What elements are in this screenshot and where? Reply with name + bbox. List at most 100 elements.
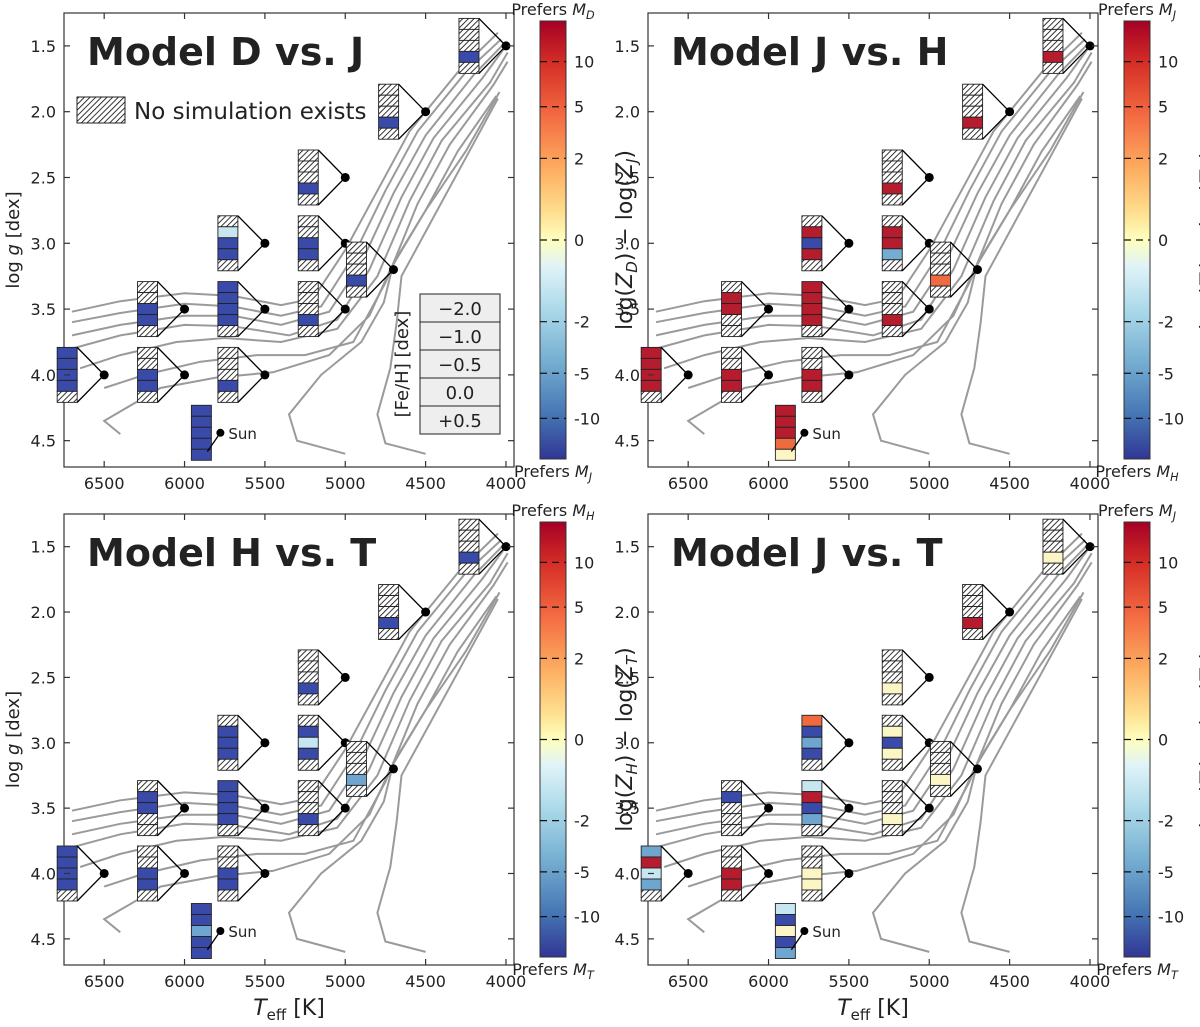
- metallicity-cell: [297, 292, 319, 305]
- grid-point-marker: [378, 83, 431, 140]
- metallicity-cell: [190, 936, 212, 948]
- metallicity-cell: [137, 281, 158, 294]
- metallicity-cell: [217, 226, 239, 239]
- sun-point: [216, 927, 225, 936]
- metallicity-cell: [721, 368, 742, 381]
- grid-point: [99, 370, 109, 380]
- plot-area: [63, 513, 515, 966]
- colorbar-tick-label: 2: [574, 649, 584, 668]
- metallicity-cell: [881, 237, 903, 250]
- colorbar-tick-label: 2: [574, 149, 584, 168]
- grid-point-marker: [137, 780, 190, 837]
- y-axis-label: log g [dex]: [3, 191, 24, 288]
- colorbar-tick-label: -10: [1158, 409, 1184, 428]
- colorbar: 10 5 2 0 -2 -5 -10 Prefers MJ Prefers MT log(ZJ) …: [1096, 501, 1200, 982]
- metallicity-cell: [962, 127, 984, 140]
- colorbar-tick-label: 2: [1158, 149, 1168, 168]
- colorbar-top-label: Prefers MH: [511, 501, 595, 523]
- isochrone-track: [287, 595, 498, 953]
- x-tick-label: 6500: [668, 474, 709, 493]
- metallicity-cell: [774, 404, 796, 417]
- metallicity-cell: [721, 390, 742, 403]
- grid-point-marker: [801, 346, 854, 403]
- metallicity-key-row: [419, 321, 501, 351]
- metallicity-key-row: [419, 349, 501, 379]
- panel-1: Sun 6500 6000 5500 5000 4500 4000 1.5 2.0 2.5 3.0 3…: [3, 0, 641, 493]
- metallicity-cell: [801, 867, 823, 880]
- metallicity-cell: [774, 947, 796, 959]
- metallicity-cell: [801, 889, 823, 902]
- metallicity-cell: [297, 671, 319, 684]
- y-tick-label: 3.5: [31, 300, 56, 319]
- metallicity-cell: [881, 160, 903, 173]
- metallicity-cell: [930, 241, 951, 254]
- colorbar-tick-label: -2: [1158, 812, 1174, 831]
- grid-point-marker: [881, 649, 934, 706]
- metallicity-key-label: −0.5: [438, 355, 482, 376]
- grid-point: [260, 370, 270, 380]
- metallicity-cell: [297, 237, 319, 250]
- colorbar-axis-label: log(ZH) − log(ZT): [613, 647, 641, 831]
- grid-point-marker: [297, 780, 350, 837]
- metallicity-key-label: +0.5: [438, 411, 482, 432]
- metallicity-cell: [297, 660, 319, 673]
- x-tick-label: 4500: [989, 972, 1030, 991]
- grid-point: [180, 304, 190, 314]
- metallicity-cell: [721, 791, 742, 804]
- metallicity-cell: [801, 292, 823, 305]
- metallicity-cell: [137, 325, 158, 338]
- metallicity-cell: [217, 368, 239, 381]
- metallicity-cell: [801, 747, 823, 760]
- metallicity-cell: [217, 303, 239, 316]
- x-tick-label: 5500: [245, 972, 286, 991]
- metallicity-cell: [721, 346, 742, 359]
- grid-point: [421, 607, 431, 617]
- colorbar: 10 5 2 0 -2 -5 -10 Prefers MH Prefers MT log(ZH) …: [511, 501, 641, 982]
- metallicity-cell: [217, 248, 239, 261]
- metallicity-cell: [458, 39, 480, 52]
- metallicity-cell: [881, 758, 903, 771]
- metallicity-cell: [346, 252, 367, 265]
- metallicity-cell: [297, 149, 319, 162]
- metallicity-cell: [56, 346, 78, 359]
- x-tick-label: 4000: [1070, 972, 1111, 991]
- grid-point-marker: [801, 780, 854, 837]
- y-tick-label: 4.0: [31, 366, 56, 385]
- metallicity-cell: [640, 357, 662, 370]
- grid-point-marker: [721, 281, 774, 338]
- metallicity-cell: [881, 649, 903, 662]
- metallicity-cell: [56, 357, 78, 370]
- metallicity-cell: [297, 303, 319, 316]
- metallicity-cell: [881, 802, 903, 815]
- metallicity-cell: [801, 357, 823, 370]
- x-tick-label: 5500: [245, 474, 286, 493]
- metallicity-cell: [297, 649, 319, 662]
- metallicity-cell: [217, 824, 239, 837]
- grid-point-marker: [881, 780, 934, 837]
- colorbar-axis-label: log(ZJ) − log(ZH): [1197, 150, 1200, 330]
- grid-point-marker: [217, 780, 270, 837]
- metallicity-cell: [297, 325, 319, 338]
- metallicity-cell: [640, 379, 662, 392]
- metallicity-cell: [217, 791, 239, 804]
- metallicity-cell: [801, 325, 823, 338]
- metallicity-cell: [801, 248, 823, 261]
- metallicity-cell: [801, 368, 823, 381]
- grid-point: [501, 41, 511, 51]
- metallicity-cell: [297, 226, 319, 239]
- y-tick-label: 1.5: [615, 538, 640, 557]
- metallicity-cell: [297, 682, 319, 695]
- metallicity-cell: [801, 259, 823, 272]
- metallicity-cell: [56, 390, 78, 403]
- sun-marker: Sun: [774, 404, 841, 461]
- x-tick-label: 4000: [486, 474, 527, 493]
- colorbar-axis-label: log(ZD) − log(ZJ): [613, 150, 641, 330]
- metallicity-cell: [930, 751, 951, 764]
- metallicity-cell: [217, 714, 239, 727]
- x-tick-label: 6000: [748, 474, 789, 493]
- metallicity-cell: [930, 762, 951, 775]
- metallicity-cell: [801, 878, 823, 891]
- isochrone-track: [79, 51, 509, 370]
- metallicity-cell: [801, 303, 823, 316]
